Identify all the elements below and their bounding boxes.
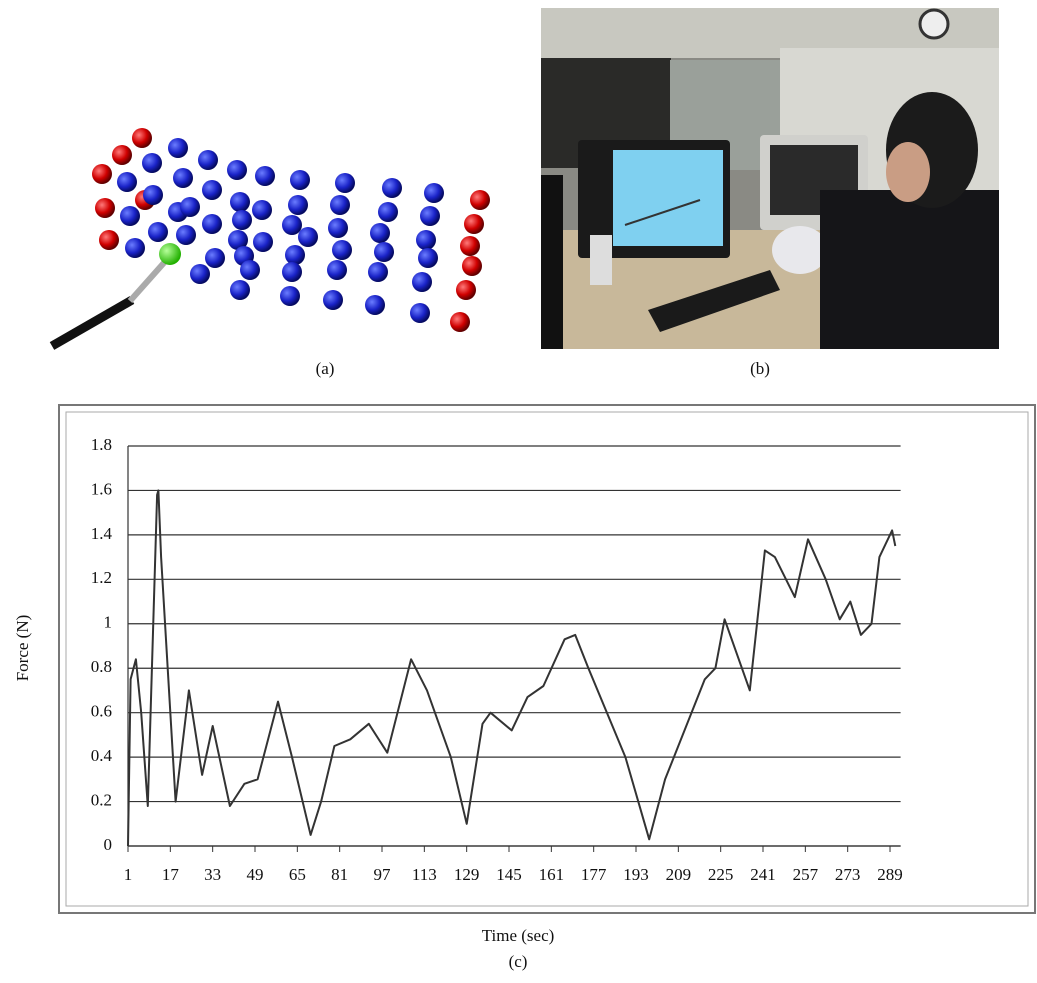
y-tick-label: 1.4	[91, 524, 113, 543]
x-tick-label: 177	[581, 865, 607, 884]
y-tick-label: 1	[104, 613, 113, 632]
lab-photo	[541, 8, 999, 349]
y-tick-label: 0.4	[91, 746, 113, 765]
y-tick-label: 1.2	[91, 568, 112, 587]
x-tick-label: 97	[374, 865, 392, 884]
x-tick-label: 225	[708, 865, 734, 884]
x-tick-label: 129	[454, 865, 480, 884]
y-tick-label: 1.6	[91, 479, 112, 498]
y-tick-label: 0.2	[91, 790, 112, 809]
x-tick-label: 241	[750, 865, 776, 884]
x-tick-label: 81	[331, 865, 348, 884]
x-tick-label: 33	[204, 865, 221, 884]
y-tick-label: 1.8	[91, 435, 112, 454]
x-tick-label: 49	[247, 865, 264, 884]
x-tick-label: 113	[412, 865, 437, 884]
x-tick-label: 65	[289, 865, 306, 884]
x-tick-label: 209	[666, 865, 692, 884]
x-axis-label: Time (sec)	[482, 926, 555, 945]
x-tick-label: 145	[496, 865, 522, 884]
figure: (a) (b) 0 0.2 0.4 0.6 0.8 1 1.2 1.4 1.6 1.8 1 17 33 4…	[0, 0, 1037, 978]
y-axis-label: Force (N)	[13, 615, 32, 682]
x-tick-label: 273	[835, 865, 861, 884]
caption-a: (a)	[316, 359, 335, 378]
x-tick-label: 17	[162, 865, 180, 884]
chart-frame	[59, 405, 1035, 913]
y-tick-label: 0.6	[91, 702, 112, 721]
x-tick-label: 257	[793, 865, 819, 884]
x-tick-label: 161	[539, 865, 565, 884]
y-tick-label: 0.8	[91, 657, 112, 676]
plot: 0 0.2 0.4 0.6 0.8 1 1.2 1.4 1.6 1.8 1 17 33 49 65 81 97 1…	[91, 435, 903, 884]
sphere-model-image	[52, 128, 490, 346]
x-tick-label: 1	[124, 865, 133, 884]
x-tick-label: 193	[623, 865, 649, 884]
chart-frame-inner	[66, 412, 1028, 906]
x-tick-label: 289	[877, 865, 903, 884]
caption-b: (b)	[750, 359, 770, 378]
y-tick-label: 0	[104, 835, 113, 854]
caption-c: (c)	[509, 952, 528, 971]
